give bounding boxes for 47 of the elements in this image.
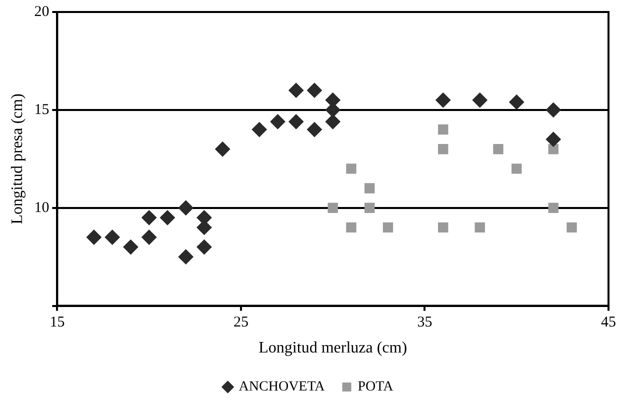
point	[509, 94, 524, 110]
y-tick-label: 15	[34, 102, 50, 118]
point	[288, 114, 304, 130]
y-tick-label: 20	[34, 4, 50, 20]
point	[364, 183, 375, 194]
point	[364, 202, 375, 213]
x-tick-label: 35	[417, 314, 432, 331]
y-axis-title: Longitud presa (cm)	[8, 94, 26, 224]
point	[178, 200, 194, 216]
point	[512, 164, 522, 174]
x-tick-label: 45	[601, 314, 616, 331]
point	[123, 240, 138, 255]
x-axis-title: Longitud merluza (cm)	[258, 340, 408, 357]
point	[178, 249, 194, 264]
point	[546, 102, 561, 118]
point	[438, 144, 448, 154]
y-tick-label: 10	[34, 200, 50, 216]
point	[104, 230, 120, 245]
point	[325, 114, 340, 130]
point	[548, 202, 558, 213]
point	[438, 222, 448, 233]
point	[142, 230, 157, 245]
point	[472, 92, 488, 108]
point	[252, 122, 267, 138]
x-tick-label: 15	[50, 314, 65, 331]
point	[436, 92, 451, 108]
point	[474, 222, 485, 233]
point	[86, 230, 102, 245]
point	[288, 82, 304, 98]
point	[306, 122, 322, 138]
point	[346, 222, 356, 233]
point	[566, 222, 577, 233]
point	[142, 210, 157, 226]
point	[215, 142, 230, 157]
point	[328, 202, 338, 213]
point	[438, 124, 448, 135]
point	[493, 144, 504, 154]
point	[270, 114, 286, 130]
point	[546, 132, 561, 147]
point	[306, 82, 322, 98]
legend-label: POTA	[358, 380, 394, 395]
point	[382, 222, 394, 233]
point	[346, 164, 356, 174]
point	[196, 240, 212, 255]
point	[160, 210, 175, 226]
legend-label: ANCHOVETA	[238, 380, 326, 395]
x-tick-label: 25	[233, 314, 248, 331]
